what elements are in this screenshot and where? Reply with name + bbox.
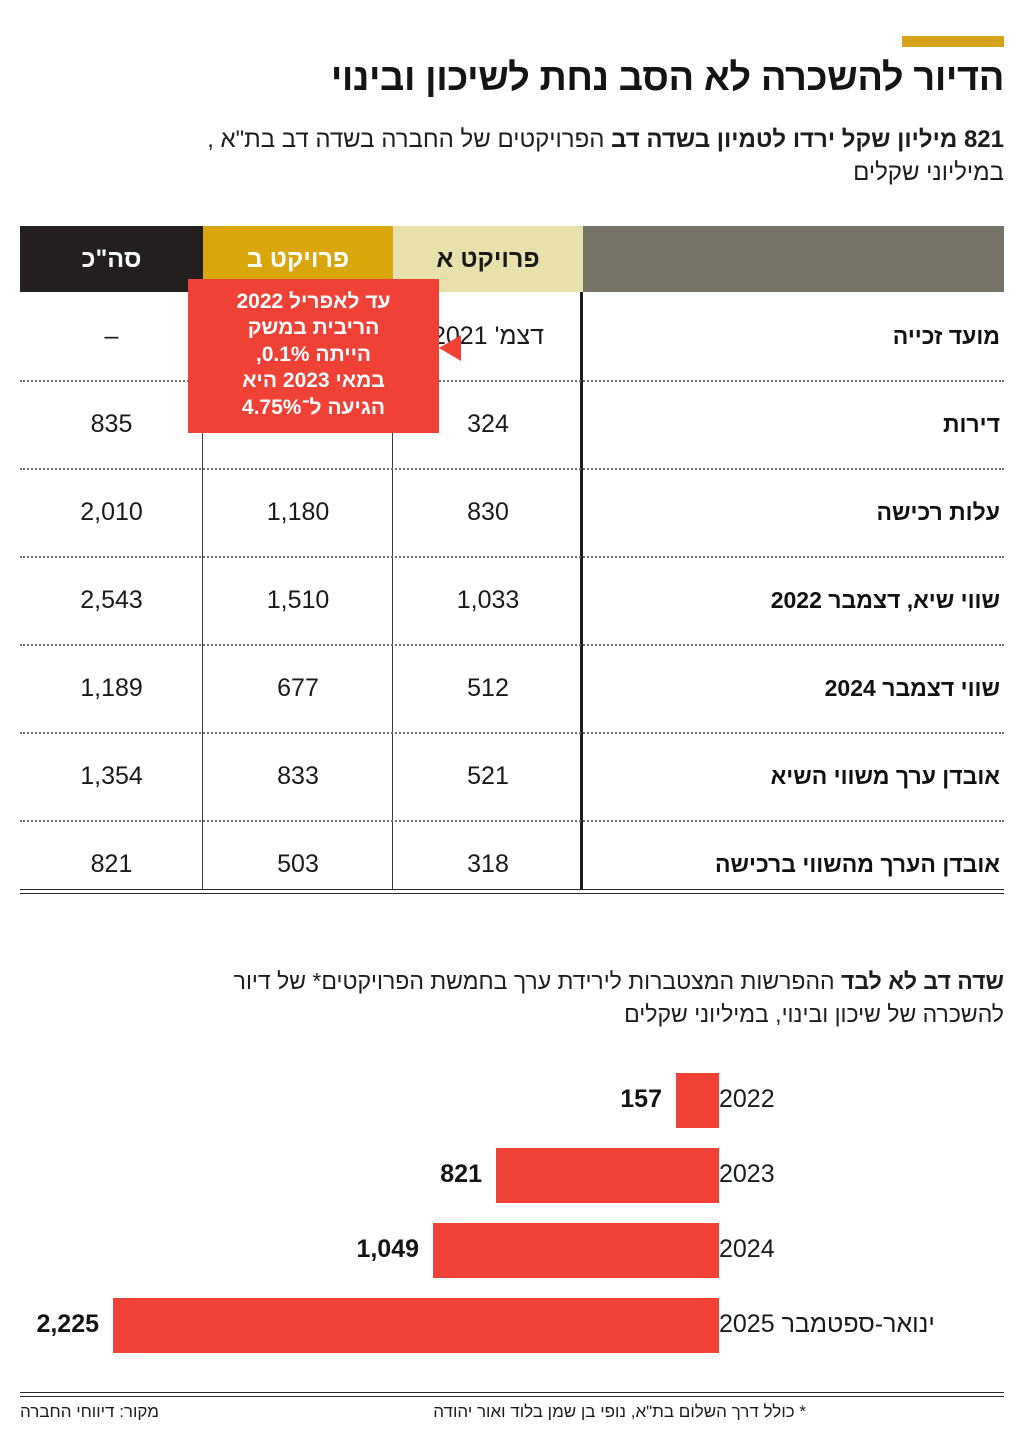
table-row: אובדן ערך משווי השיא 521 833 1,354 xyxy=(20,732,1004,820)
impairments-bar-chart: 2022 157 2023 821 2024 1,049 ינואר-ספטמב… xyxy=(20,1063,1004,1358)
row-divider xyxy=(20,556,1004,558)
accent-bar xyxy=(902,36,1004,47)
cell-total: 835 xyxy=(90,409,133,438)
row-divider xyxy=(20,468,1004,470)
bar xyxy=(496,1148,719,1203)
bar-value-label: 157 xyxy=(620,1085,662,1113)
table-header-spacer xyxy=(583,226,1004,292)
cell-project-a: 1,033 xyxy=(456,585,520,614)
table-body: מועד זכייה דצמ' 2021 אפר' 2022 – דירות 3… xyxy=(20,292,1004,916)
cell-total: – xyxy=(104,321,119,350)
callout-pointer-icon xyxy=(439,335,461,361)
bar-value-label: 821 xyxy=(440,1160,482,1188)
cell-total: 1,354 xyxy=(80,761,143,790)
source-note: מקור: דיווחי החברה xyxy=(20,1402,159,1421)
cell-project-a: 512 xyxy=(467,673,509,702)
cell-total: 1,189 xyxy=(80,673,143,702)
chart-heading-rest: ההפרשות המצטברות לירידת ערך בחמשת הפרויק… xyxy=(233,968,841,994)
table-header-total: סה"כ xyxy=(20,226,203,292)
subtitle-rest: הפרויקטים של החברה בשדה דב בת"א , xyxy=(207,126,612,153)
cell-project-a: 521 xyxy=(467,761,509,790)
footer-divider xyxy=(20,1392,1004,1397)
bar-value-label: 1,049 xyxy=(356,1235,419,1263)
table-row: אובדן הערך מהשווי ברכישה 318 503 821 xyxy=(20,820,1004,908)
callout-line: הייתה 0.1%, xyxy=(255,342,372,366)
bar xyxy=(433,1223,719,1278)
table-row: דירות 324 511 835 xyxy=(20,380,1004,468)
cell-project-a: 318 xyxy=(467,849,509,878)
callout-line: הריבית במשק xyxy=(247,316,380,340)
cell-total: 2,543 xyxy=(80,585,143,614)
page-title: הדיור להשכרה לא הסב נחת לשיכון ובינוי xyxy=(330,57,1005,99)
subtitle-bold: 821 מיליון שקל ירדו לטמיון בשדה דב xyxy=(611,126,1004,153)
subtitle-units: במיליוני שקלים xyxy=(853,158,1004,186)
table-row: עלות רכישה 830 1,180 2,010 xyxy=(20,468,1004,556)
chart-heading: שדה דב לא לבד ההפרשות המצטברות לירידת ער… xyxy=(20,965,1004,1030)
cell-project-b: 503 xyxy=(277,849,319,878)
table-bottom-rule xyxy=(20,889,1004,894)
bar xyxy=(113,1298,719,1353)
column-divider-labels xyxy=(580,292,583,890)
table-header-row: פרויקט א פרויקט ב סה"כ xyxy=(20,226,1004,292)
cell-project-b: 1,510 xyxy=(266,585,330,614)
row-label: אובדן הערך מהשווי ברכישה xyxy=(714,850,1000,877)
projects-table: פרויקט א פרויקט ב סה"כ מועד זכייה דצמ' 2… xyxy=(20,226,1004,916)
bar-category-label: ינואר-ספטמבר 2025 xyxy=(719,1310,935,1338)
callout-line: במאי 2023 היא xyxy=(242,369,385,393)
row-label: מועד זכייה xyxy=(892,322,1000,349)
row-divider xyxy=(20,380,1004,382)
callout-line: עד לאפריל 2022 xyxy=(236,290,391,313)
page-subtitle: 821 מיליון שקל ירדו לטמיון בשדה דב הפרוי… xyxy=(14,124,1004,189)
bar-category-label: 2023 xyxy=(719,1160,775,1188)
row-label: דירות xyxy=(942,410,1000,437)
table-row: שווי שיא, דצמבר 2022 1,033 1,510 2,543 xyxy=(20,556,1004,644)
cell-total: 821 xyxy=(90,849,133,878)
row-label: עלות רכישה xyxy=(876,498,1000,525)
cell-total: 2,010 xyxy=(80,497,143,526)
footnote: * כולל דרך השלום בת"א, נופי בן שמן בלוד … xyxy=(433,1402,806,1421)
cell-project-a: 830 xyxy=(467,497,509,526)
row-divider xyxy=(20,732,1004,734)
callout-line: הגיעה ל־4.75% xyxy=(241,395,386,419)
row-divider xyxy=(20,644,1004,646)
cell-project-b: 833 xyxy=(277,761,319,790)
table-row: מועד זכייה דצמ' 2021 אפר' 2022 – xyxy=(20,292,1004,380)
cell-project-b: 1,180 xyxy=(266,497,330,526)
cell-project-a: 324 xyxy=(467,409,509,438)
column-divider-b-total xyxy=(202,292,203,890)
bar xyxy=(676,1073,719,1128)
bar-category-label: 2022 xyxy=(719,1085,775,1113)
column-divider-a-b xyxy=(392,292,393,890)
bar-category-label: 2024 xyxy=(719,1235,775,1263)
table-row: שווי דצמבר 2024 512 677 1,189 xyxy=(20,644,1004,732)
bar-value-label: 2,225 xyxy=(36,1310,99,1338)
cell-project-b: 677 xyxy=(277,673,319,702)
row-divider xyxy=(20,820,1004,822)
chart-heading-line2: להשכרה של שיכון ובינוי, במיליוני שקלים xyxy=(624,1000,1004,1027)
row-label: שווי דצמבר 2024 xyxy=(824,674,1000,701)
chart-heading-bold: שדה דב לא לבד xyxy=(841,968,1004,994)
row-label: שווי שיא, דצמבר 2022 xyxy=(770,586,1000,613)
row-label: אובדן ערך משווי השיא xyxy=(770,762,1000,789)
interest-rate-callout: עד לאפריל 2022 הריבית במשק הייתה 0.1%, ב… xyxy=(188,279,461,434)
